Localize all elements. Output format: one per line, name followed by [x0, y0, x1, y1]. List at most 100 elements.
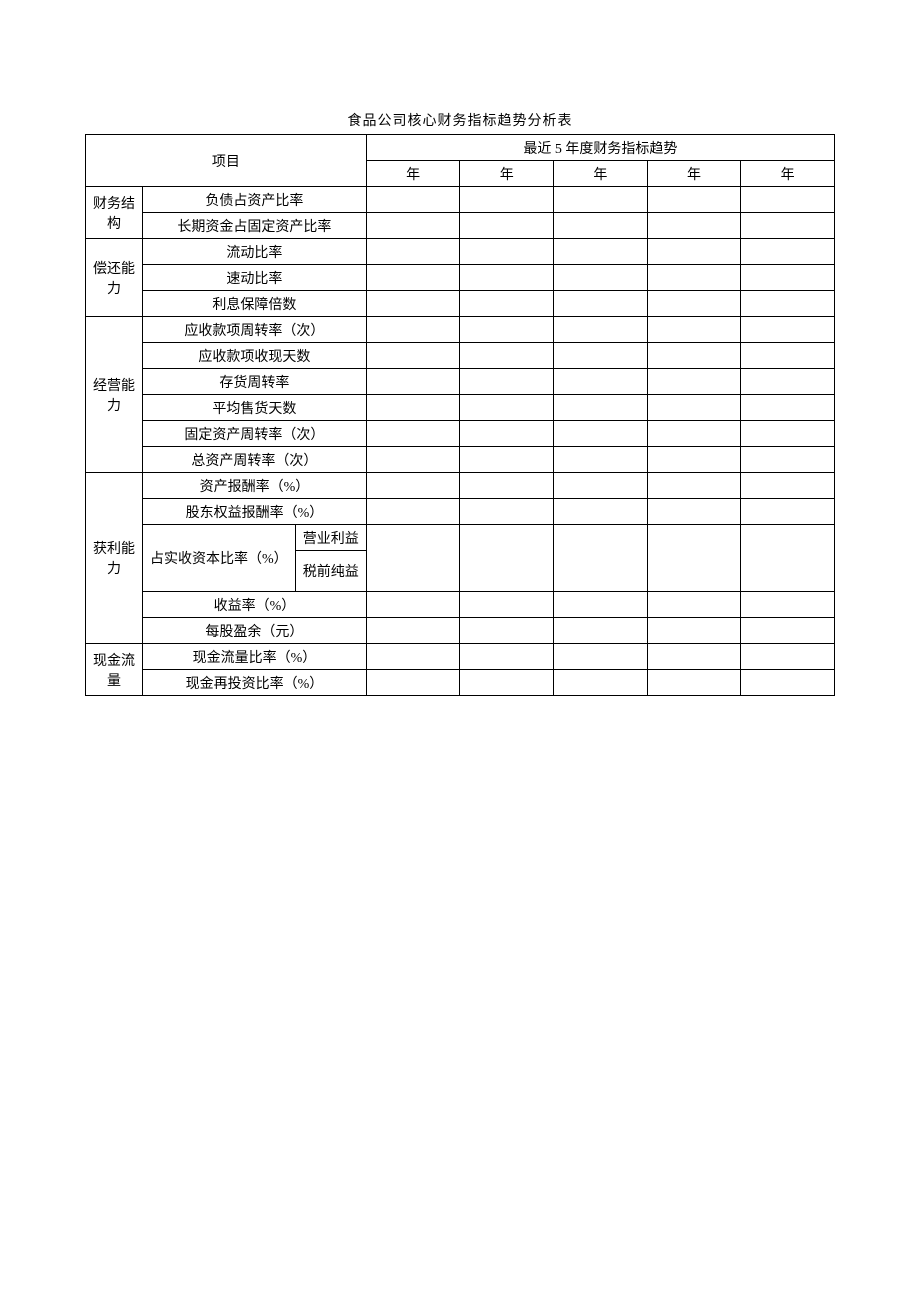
value-cell [741, 499, 835, 525]
value-cell [460, 592, 554, 618]
value-cell [647, 213, 741, 239]
value-cell [647, 525, 741, 592]
header-year-2: 年 [460, 161, 554, 187]
value-cell [366, 317, 460, 343]
indicator-op-profit: 营业利益 [295, 525, 366, 551]
indicator-cell: 应收款项周转率（次） [142, 317, 366, 343]
table-row: 平均售货天数 [86, 395, 835, 421]
indicator-cell: 固定资产周转率（次） [142, 421, 366, 447]
value-cell [741, 239, 835, 265]
value-cell [460, 369, 554, 395]
value-cell [366, 644, 460, 670]
value-cell [366, 447, 460, 473]
value-cell [366, 213, 460, 239]
indicator-cell: 应收款项收现天数 [142, 343, 366, 369]
value-cell [366, 239, 460, 265]
table-row: 股东权益报酬率（%） [86, 499, 835, 525]
value-cell [647, 239, 741, 265]
table-row: 总资产周转率（次） [86, 447, 835, 473]
value-cell [554, 473, 648, 499]
value-cell [554, 447, 648, 473]
value-cell [366, 618, 460, 644]
value-cell [460, 213, 554, 239]
indicator-cell: 负债占资产比率 [142, 187, 366, 213]
table-row: 速动比率 [86, 265, 835, 291]
value-cell [554, 265, 648, 291]
value-cell [647, 592, 741, 618]
header-trend: 最近 5 年度财务指标趋势 [366, 135, 834, 161]
value-cell [460, 421, 554, 447]
category-operate: 经营能力 [86, 317, 143, 473]
value-cell [647, 369, 741, 395]
value-cell [554, 644, 648, 670]
category-fin-struct: 财务结构 [86, 187, 143, 239]
value-cell [554, 421, 648, 447]
value-cell [366, 473, 460, 499]
indicator-paidin: 占实收资本比率（%） [142, 525, 295, 592]
value-cell [460, 618, 554, 644]
value-cell [366, 670, 460, 696]
value-cell [366, 592, 460, 618]
category-profit: 获利能力 [86, 473, 143, 644]
value-cell [554, 395, 648, 421]
value-cell [647, 291, 741, 317]
value-cell [741, 670, 835, 696]
header-year-4: 年 [647, 161, 741, 187]
table-row: 每股盈余（元） [86, 618, 835, 644]
indicator-cell: 长期资金占固定资产比率 [142, 213, 366, 239]
indicator-pretax-profit: 税前纯益 [295, 551, 366, 592]
value-cell [460, 395, 554, 421]
value-cell [554, 618, 648, 644]
value-cell [366, 343, 460, 369]
value-cell [554, 291, 648, 317]
indicator-cell: 现金流量比率（%） [142, 644, 366, 670]
table-row: 应收款项收现天数 [86, 343, 835, 369]
value-cell [741, 369, 835, 395]
indicator-cell: 总资产周转率（次） [142, 447, 366, 473]
value-cell [647, 644, 741, 670]
indicator-cell: 平均售货天数 [142, 395, 366, 421]
value-cell [741, 473, 835, 499]
value-cell [460, 265, 554, 291]
value-cell [366, 265, 460, 291]
table-title: 食品公司核心财务指标趋势分析表 [85, 110, 835, 130]
header-year-3: 年 [554, 161, 648, 187]
value-cell [741, 291, 835, 317]
table-row: 现金再投资比率（%） [86, 670, 835, 696]
value-cell [741, 317, 835, 343]
value-cell [741, 187, 835, 213]
indicator-cell: 速动比率 [142, 265, 366, 291]
value-cell [554, 592, 648, 618]
table-row: 利息保障倍数 [86, 291, 835, 317]
value-cell [460, 447, 554, 473]
value-cell [366, 187, 460, 213]
value-cell [647, 499, 741, 525]
value-cell [460, 291, 554, 317]
value-cell [647, 265, 741, 291]
value-cell [554, 525, 648, 592]
value-cell [366, 291, 460, 317]
value-cell [647, 421, 741, 447]
value-cell [460, 239, 554, 265]
indicator-cell: 收益率（%） [142, 592, 366, 618]
indicator-cell: 存货周转率 [142, 369, 366, 395]
value-cell [741, 343, 835, 369]
indicator-cell: 现金再投资比率（%） [142, 670, 366, 696]
value-cell [554, 499, 648, 525]
value-cell [460, 499, 554, 525]
table-row: 获利能力 资产报酬率（%） [86, 473, 835, 499]
value-cell [460, 343, 554, 369]
value-cell [460, 670, 554, 696]
value-cell [647, 447, 741, 473]
value-cell [647, 317, 741, 343]
value-cell [647, 473, 741, 499]
table-row: 偿还能力 流动比率 [86, 239, 835, 265]
value-cell [647, 343, 741, 369]
indicator-cell: 流动比率 [142, 239, 366, 265]
value-cell [460, 525, 554, 592]
value-cell [366, 421, 460, 447]
financial-table: 项目 最近 5 年度财务指标趋势 年 年 年 年 年 财务结构 负债占资产比率 … [85, 134, 835, 696]
table-row: 存货周转率 [86, 369, 835, 395]
value-cell [460, 644, 554, 670]
value-cell [366, 395, 460, 421]
